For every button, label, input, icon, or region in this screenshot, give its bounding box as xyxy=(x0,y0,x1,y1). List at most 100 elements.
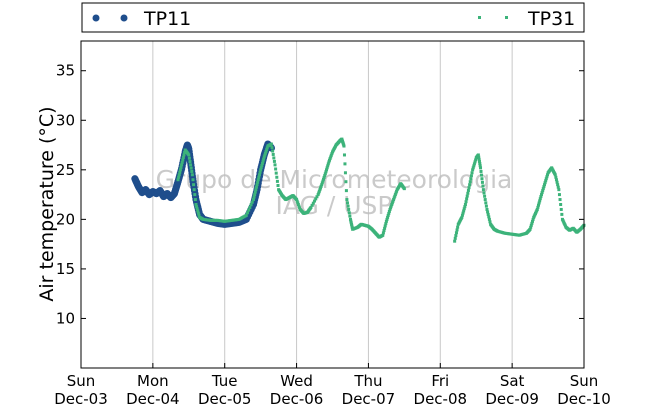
point-tp31-200 xyxy=(325,168,329,172)
point-tp31-159 xyxy=(296,203,300,206)
point-tp31-314 xyxy=(389,204,393,208)
point-tp31-353 xyxy=(462,207,466,211)
point-tp31-245 xyxy=(348,214,352,218)
point-tp31-88 xyxy=(254,188,258,192)
point-tp31-487 xyxy=(553,173,557,177)
legend-label-tp11: TP11 xyxy=(143,8,191,30)
point-tp31-235 xyxy=(342,153,346,157)
point-tp31-356 xyxy=(464,200,468,204)
point-tp31-31 xyxy=(195,205,199,209)
point-tp31-9 xyxy=(181,155,185,159)
point-tp31-464 xyxy=(539,193,543,197)
point-tp31-195 xyxy=(322,177,326,181)
point-tp31-313 xyxy=(389,206,393,210)
point-tp31-84 xyxy=(251,198,255,202)
point-tp31-199 xyxy=(324,170,328,174)
point-tp31-30 xyxy=(194,203,198,206)
point-tp31-337 xyxy=(453,239,457,243)
point-tp31-3 xyxy=(178,170,182,174)
point-tp31-119 xyxy=(272,159,276,163)
point-tp31-463 xyxy=(539,195,543,199)
point-tp31-240 xyxy=(345,198,349,202)
point-tp31-472 xyxy=(544,177,548,181)
point-tp31-115 xyxy=(270,146,274,150)
point-tp31-302 xyxy=(382,229,386,233)
point-tp31-384 xyxy=(478,164,482,168)
legend-marker-tp31 xyxy=(478,16,481,19)
point-tp31-80 xyxy=(247,208,251,212)
point-tp31-303 xyxy=(383,226,387,230)
point-tp31-494 xyxy=(557,193,561,197)
point-tp31-382 xyxy=(477,159,481,163)
point-tp31-83 xyxy=(250,200,254,204)
point-tp31-25 xyxy=(191,178,195,182)
point-tp31-360 xyxy=(466,188,470,192)
x-tick-label-date-4: Dec-07 xyxy=(342,390,396,408)
point-tp31-402 xyxy=(488,220,492,224)
point-tp31-191 xyxy=(319,184,323,188)
point-tp31-194 xyxy=(321,179,325,183)
point-tp31-234 xyxy=(342,144,346,148)
y-tick-label-5: 35 xyxy=(56,62,75,80)
point-tp31-458 xyxy=(536,205,540,209)
point-tp31-198 xyxy=(323,172,327,176)
point-tp31-497 xyxy=(559,207,563,211)
x-axis-ticks: SunDec-03MonDec-04TueDec-05WedDec-06ThuD… xyxy=(54,363,611,408)
point-tp31-341 xyxy=(455,228,459,232)
point-tp31-372 xyxy=(474,158,478,162)
grid-lines xyxy=(152,41,513,368)
point-tp31-308 xyxy=(386,215,390,219)
point-tp31-11 xyxy=(183,150,187,154)
y-tick-label-3: 25 xyxy=(56,161,75,179)
point-tp31-0 xyxy=(176,178,180,182)
point-tp31-355 xyxy=(463,203,467,206)
point-tp31-35 xyxy=(197,213,201,217)
point-tp31-361 xyxy=(467,186,471,190)
point-tp31-19 xyxy=(187,156,191,160)
point-tp31-336 xyxy=(402,187,406,191)
point-tp31-104 xyxy=(263,151,267,155)
point-tp31-390 xyxy=(481,184,485,188)
point-tp31-206 xyxy=(328,157,332,161)
point-tp31-379 xyxy=(476,153,480,157)
point-tp31-244 xyxy=(347,211,351,215)
point-tp31-448 xyxy=(530,221,534,225)
point-tp31-460 xyxy=(537,201,541,205)
point-tp31-392 xyxy=(482,191,486,195)
point-tp31-89 xyxy=(254,185,258,189)
point-tp31-322 xyxy=(394,191,398,195)
point-tp31-493 xyxy=(557,188,561,192)
point-tp31-400 xyxy=(487,215,491,219)
point-tp31-401 xyxy=(487,217,491,221)
point-tp31-362 xyxy=(468,183,472,187)
point-tp31-197 xyxy=(323,174,327,178)
point-tp31-28 xyxy=(193,193,197,197)
point-tp31-18 xyxy=(187,153,191,157)
point-tp31-399 xyxy=(486,212,490,216)
point-tp31-99 xyxy=(260,161,264,165)
point-tp31-22 xyxy=(189,166,193,170)
point-tp31-10 xyxy=(182,153,186,157)
point-tp31-157 xyxy=(295,199,299,203)
point-tp31-97 xyxy=(259,166,263,170)
point-tp31-309 xyxy=(386,213,390,217)
x-tick-label-date-7: Dec-10 xyxy=(557,390,611,408)
point-tp31-32 xyxy=(195,207,199,211)
point-tp31-459 xyxy=(536,203,540,207)
point-tp31-236 xyxy=(343,162,347,166)
point-tp31-121 xyxy=(274,167,278,171)
point-tp31-181 xyxy=(310,203,314,207)
point-tp31-473 xyxy=(545,175,549,179)
point-tp31-100 xyxy=(261,159,265,163)
point-tp31-342 xyxy=(456,225,460,229)
point-tp31-394 xyxy=(483,198,487,202)
point-tp31-492 xyxy=(556,185,560,189)
point-tp31-315 xyxy=(390,203,394,206)
point-tp31-358 xyxy=(465,194,469,198)
point-tp31-301 xyxy=(381,231,385,235)
point-tp31-339 xyxy=(454,234,458,238)
point-tp31-396 xyxy=(484,204,488,208)
point-tp31-242 xyxy=(346,204,350,208)
point-tp31-350 xyxy=(460,213,464,217)
point-tp31-183 xyxy=(313,199,317,203)
